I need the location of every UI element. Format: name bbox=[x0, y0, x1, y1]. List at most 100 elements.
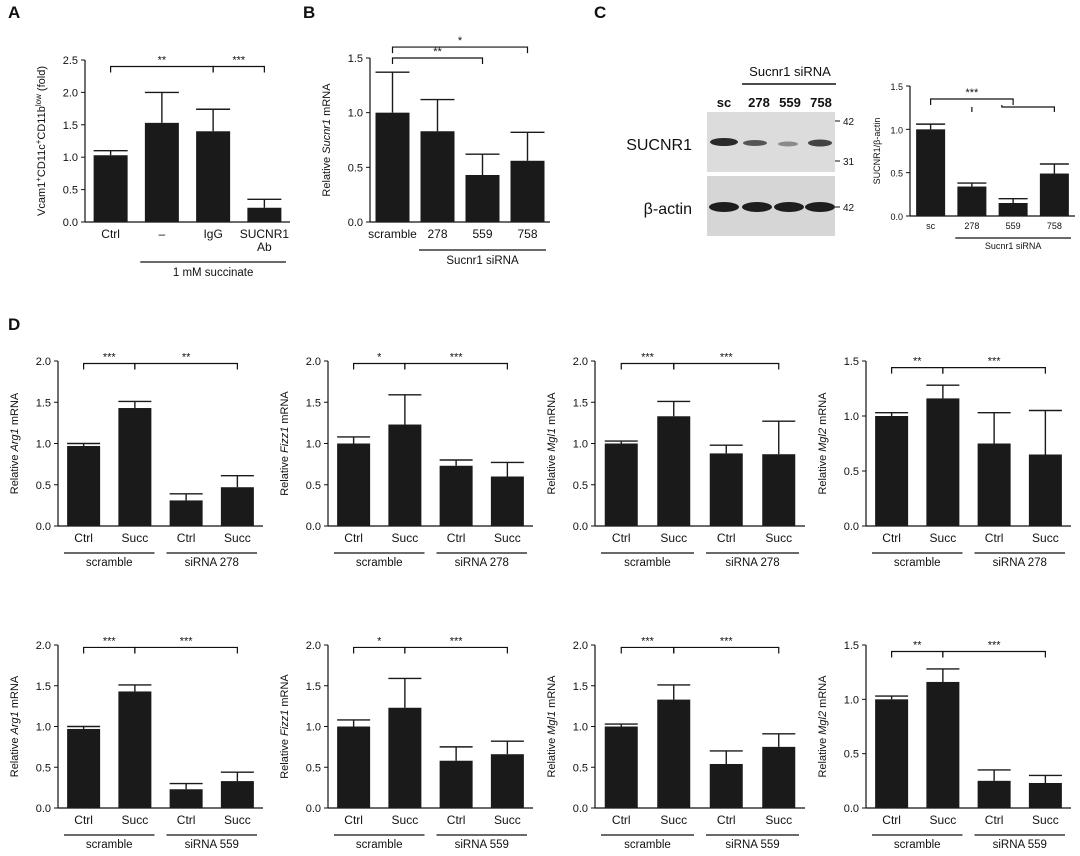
chart-d8-ytick-label-1: 0.5 bbox=[844, 749, 859, 761]
chart-d5-group-label-0: scramble bbox=[86, 839, 133, 851]
chart-c-cat-2: 559 bbox=[1006, 221, 1021, 231]
chart-a-ylabel-part-0: Vcam1 bbox=[36, 182, 48, 216]
chart-a-sig-bracket-0 bbox=[110, 65, 214, 73]
chart-a-cat-3-line-1: Ab bbox=[257, 240, 272, 254]
chart-a-group-label-0: 1 mM succinate bbox=[173, 267, 254, 279]
chart-d7-ytick-label-1: 0.5 bbox=[573, 762, 588, 774]
chart-d2-sig-bracket-0 bbox=[353, 362, 406, 370]
chart-d6-cat-0: Ctrl bbox=[344, 813, 363, 827]
chart-d6-group-label-1: siRNA 559 bbox=[455, 839, 509, 851]
chart-d3-sig-label-0: *** bbox=[641, 351, 655, 363]
chart-d5-sig-bracket-1 bbox=[134, 646, 238, 654]
chart-d6-sig-bracket-0 bbox=[353, 646, 406, 654]
chart-d6-bar-0 bbox=[337, 726, 371, 808]
chart-b-ytick-label-0: 0.0 bbox=[348, 217, 363, 229]
chart-b-cat-0: scramble bbox=[368, 227, 417, 241]
chart-d5-bar-1 bbox=[118, 691, 152, 808]
chart-b-cat-3: 758 bbox=[517, 227, 537, 241]
chart-b-ylabel: Relative Sucnr1 mRNA bbox=[321, 83, 333, 197]
chart-a-ytick-label-5: 2.5 bbox=[63, 55, 78, 67]
chart-d8-bar-1 bbox=[926, 681, 960, 808]
band-sucnr1-278 bbox=[743, 140, 767, 146]
chart-d7-ylabel-part-0: Relative bbox=[546, 735, 558, 778]
chart-b-sig-label-0: ** bbox=[433, 46, 442, 58]
chart-d7-ytick-label-3: 1.5 bbox=[573, 681, 588, 693]
chart-d2-group-label-0: scramble bbox=[356, 557, 403, 569]
chart-d4-bar-2 bbox=[977, 443, 1011, 526]
chart-d5-group-label-1: siRNA 559 bbox=[185, 839, 239, 851]
chart-d3-group-label-1: siRNA 278 bbox=[725, 557, 779, 569]
chart-b-ylabel-part-1: Sucnr1 bbox=[321, 119, 333, 154]
chart-d7-ylabel-part-2: mRNA bbox=[546, 675, 558, 711]
chart-d1-ylabel-part-0: Relative bbox=[9, 451, 21, 494]
chart-d3-ytick-label-2: 1.0 bbox=[573, 439, 588, 451]
chart-b-cat-2: 559 bbox=[472, 227, 492, 241]
chart-d1-bar-2 bbox=[169, 500, 203, 526]
chart-d1-cat-2: Ctrl bbox=[177, 531, 196, 545]
panel-label-d: D bbox=[8, 315, 20, 334]
chart-d5-sig-label-0: *** bbox=[103, 635, 117, 647]
band-actin-sc bbox=[709, 202, 739, 212]
marker-31: 31 bbox=[843, 157, 855, 168]
chart-d4-ytick-label-1: 0.5 bbox=[844, 466, 859, 478]
chart-d7-group-label-0: scramble bbox=[624, 839, 671, 851]
chart-d6-ytick-label-0: 0.0 bbox=[306, 803, 321, 815]
chart-c-ytick-label-2: 1.0 bbox=[890, 125, 903, 135]
chart-d6-group-label-0: scramble bbox=[356, 839, 403, 851]
chart-d5-ytick-label-1: 0.5 bbox=[36, 762, 51, 774]
blot-lane-sc: sc bbox=[717, 95, 731, 110]
chart-d5-ytick-label-2: 1.0 bbox=[36, 722, 51, 734]
chart-b-sig-label-1: * bbox=[458, 35, 463, 47]
chart-d2-bar-3 bbox=[490, 476, 524, 526]
chart-d3-bar-1 bbox=[657, 416, 691, 526]
chart-d6-ylabel-part-1: Fizz1 bbox=[279, 710, 291, 736]
chart-d1-ytick-label-3: 1.5 bbox=[36, 397, 51, 409]
chart-d3-ytick-label-0: 0.0 bbox=[573, 521, 588, 533]
chart-d5-cat-3: Succ bbox=[224, 813, 251, 827]
chart-d3-ylabel-part-2: mRNA bbox=[546, 392, 558, 428]
chart-b-ytick-label-1: 0.5 bbox=[348, 162, 363, 174]
chart-d8-sig-bracket-1 bbox=[942, 650, 1046, 658]
blot-protein-sucnr1: SUCNR1 bbox=[626, 137, 692, 154]
chart-d2-bar-1 bbox=[388, 424, 422, 526]
panel-label-a: A bbox=[8, 3, 20, 22]
chart-d8-cat-3: Succ bbox=[1032, 813, 1059, 827]
chart-c-sig-label-0: *** bbox=[965, 87, 979, 99]
chart-d3-cat-0: Ctrl bbox=[612, 531, 631, 545]
chart-d8-ylabel: Relative Mgl2 mRNA bbox=[817, 675, 829, 778]
band-actin-278 bbox=[742, 202, 772, 212]
marker-42-bottom: 42 bbox=[843, 203, 855, 214]
chart-d2-ytick-label-4: 2.0 bbox=[306, 356, 321, 368]
chart-d4-ytick-label-2: 1.0 bbox=[844, 411, 859, 423]
chart-a-ylabel-part-3: + bbox=[34, 139, 43, 144]
chart-d1-ylabel-part-1: Arg1 bbox=[9, 428, 21, 452]
chart-d1-ylabel-part-2: mRNA bbox=[9, 392, 21, 428]
blot-lane-278: 278 bbox=[748, 95, 770, 110]
band-actin-559 bbox=[774, 202, 804, 212]
chart-d2-ytick-label-3: 1.5 bbox=[306, 397, 321, 409]
chart-b-sig-bracket-1 bbox=[391, 46, 529, 54]
chart-d2-cat-3: Succ bbox=[494, 531, 521, 545]
chart-d8-group-label-0: scramble bbox=[894, 839, 941, 851]
chart-b-bar-0 bbox=[375, 112, 410, 222]
chart-d4-sig-bracket-0 bbox=[891, 367, 944, 374]
chart-d7-sig-bracket-0 bbox=[620, 646, 675, 654]
chart-d4-group-label-0: scramble bbox=[894, 557, 941, 569]
band-sucnr1-sc bbox=[710, 138, 738, 146]
chart-d5-ytick-label-4: 2.0 bbox=[36, 640, 51, 652]
panel-label-c: C bbox=[594, 3, 606, 22]
chart-d3-cat-1: Succ bbox=[660, 531, 687, 545]
chart-d7-ylabel-part-1: Mgl1 bbox=[546, 711, 558, 735]
chart-d7-ytick-label-4: 2.0 bbox=[573, 640, 588, 652]
chart-d5-cat-0: Ctrl bbox=[74, 813, 93, 827]
chart-d7-cat-3: Succ bbox=[765, 813, 792, 827]
chart-d5-cat-1: Succ bbox=[122, 813, 149, 827]
chart-d1-group-label-1: siRNA 278 bbox=[185, 557, 239, 569]
chart-d7-sig-label-1: *** bbox=[720, 635, 734, 647]
chart-d1-cat-0: Ctrl bbox=[74, 531, 93, 545]
chart-d2-ytick-label-1: 0.5 bbox=[306, 480, 321, 492]
chart-b-ylabel-part-2: mRNA bbox=[321, 83, 333, 119]
chart-d3-sig-bracket-1 bbox=[673, 362, 780, 370]
chart-d1-ytick-label-0: 0.0 bbox=[36, 521, 51, 533]
chart-d6-bar-1 bbox=[388, 707, 422, 808]
